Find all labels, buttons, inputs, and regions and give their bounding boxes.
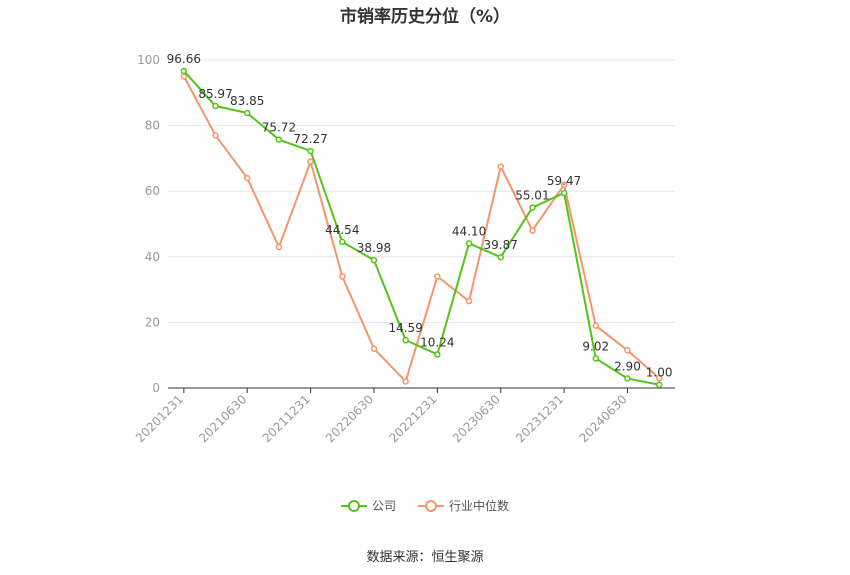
series-company [180,67,663,388]
industry-point [497,163,504,170]
industry-point [434,273,441,280]
industry-point [180,73,188,80]
series-industry [180,73,663,385]
company-point [560,189,568,197]
company-point [275,136,283,143]
y-tick-label: 80 [145,119,160,133]
company-point [402,336,409,344]
company-point [212,102,219,110]
industry-line [182,75,660,383]
company-data-label: 1.00 [646,366,673,380]
company-data-label: 83.85 [230,94,264,108]
x-tick-label: 20221231 [386,392,439,445]
industry-point [560,181,568,188]
company-data-label: 75.72 [262,121,296,135]
y-tick-label: 20 [145,315,160,329]
company-point [243,109,251,117]
company-data-label: 96.66 [167,52,201,66]
legend-item-company[interactable]: 公司 [340,497,396,514]
industry-point [243,174,251,182]
industry-point [655,374,663,382]
company-data-label: 39.87 [484,238,518,252]
company-line [183,70,660,386]
company-data-label: 14.59 [388,321,422,335]
industry-point [307,158,314,165]
company-point [529,204,536,211]
industry-point [402,378,409,385]
company-data-label: 9.02 [582,339,609,353]
company-data-label: 2.90 [614,359,641,373]
company-point [655,381,663,388]
company-point [434,351,441,358]
legend-industry-label: 行业中位数 [449,499,510,513]
x-tick-label: 20210630 [196,392,249,445]
data-source: 数据来源：恒生聚源 [366,550,484,565]
company-data-label: 10.24 [420,335,454,349]
company-data-label: 44.10 [452,224,486,238]
legend-industry-marker [418,499,444,512]
company-point [624,375,631,382]
y-tick-label: 100 [137,53,160,67]
legend: 公司 行业中位数 [0,497,850,514]
industry-point [624,347,631,354]
industry-point [592,322,600,329]
company-point [497,253,504,261]
x-tick-label: 20201231 [133,392,186,445]
company-data-label: 85.97 [198,87,232,101]
company-data-label: 72.27 [293,132,327,146]
y-tick-label: 60 [145,184,160,198]
company-point [465,240,473,247]
company-data-label: 38.98 [357,241,391,255]
legend-company-label: 公司 [371,499,396,513]
y-axis: 0 20 40 60 80 100 [137,53,160,395]
company-point [180,67,188,75]
industry-point [529,227,536,234]
company-data-label: 44.54 [325,223,359,237]
legend-item-industry[interactable]: 行业中位数 [418,497,509,514]
company-data-label: 55.01 [515,189,549,203]
x-tick-label: 20230630 [450,392,503,445]
industry-point [212,132,219,139]
x-tick-label: 20211231 [260,392,313,445]
industry-point [370,345,378,352]
company-point [307,147,314,155]
x-tick-label: 20240630 [577,392,630,445]
company-point [370,256,378,264]
x-tick-label: 20220630 [323,392,376,445]
industry-point [339,273,346,280]
y-tick-label: 0 [152,381,160,395]
company-point [592,355,600,362]
industry-point [465,297,473,305]
industry-point [275,243,283,251]
chart-title: 市销率历史分位（%） [339,7,511,27]
company-point [339,238,346,246]
legend-company-marker [340,499,367,512]
x-tick-label: 20231231 [513,392,566,445]
y-tick-label: 40 [145,250,160,264]
company-data-label: 59.47 [547,174,581,188]
x-axis: 20201231 20210630 20211231 20220630 20221231… [133,387,675,445]
grid-lines [168,59,675,323]
